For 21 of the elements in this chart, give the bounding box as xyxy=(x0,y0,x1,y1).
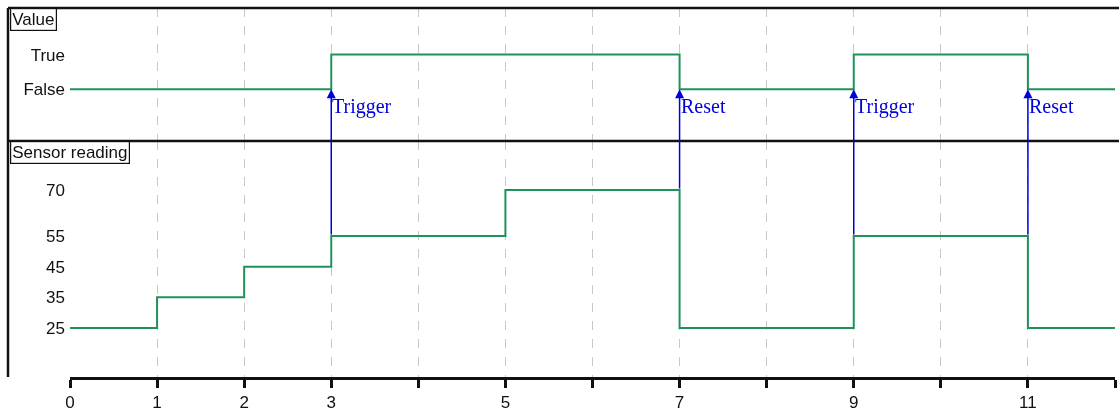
x-tick-label: 0 xyxy=(65,393,75,413)
y-tick-label: 70 xyxy=(46,180,65,200)
annotation: Trigger xyxy=(332,95,392,118)
chart-title: Sensor reading xyxy=(12,143,128,163)
x-tick-label: 1 xyxy=(152,393,162,413)
annotation: Reset xyxy=(1029,95,1074,117)
category-label: False xyxy=(23,80,65,100)
x-tick-label: 3 xyxy=(326,393,336,413)
x-tick-label: 2 xyxy=(239,393,249,413)
annotation: Trigger xyxy=(855,95,915,118)
x-tick-label: 9 xyxy=(849,393,859,413)
category-label: True xyxy=(30,45,65,65)
chart-title: Value xyxy=(12,10,55,30)
x-tick-label: 11 xyxy=(1019,393,1037,413)
x-tick-label: 7 xyxy=(674,393,685,413)
y-tick-label: 45 xyxy=(46,257,65,277)
annotation: Reset xyxy=(681,95,726,117)
y-tick-label: 55 xyxy=(46,226,65,246)
y-tick-label: 25 xyxy=(46,318,65,338)
x-tick-label: 5 xyxy=(500,393,511,413)
y-tick-label: 35 xyxy=(46,288,65,308)
